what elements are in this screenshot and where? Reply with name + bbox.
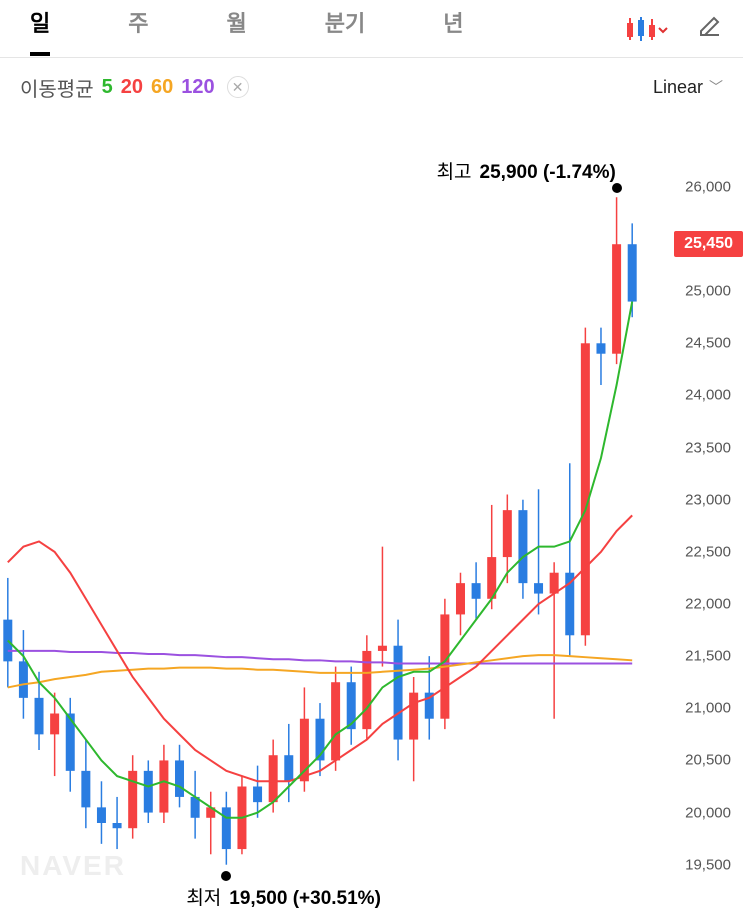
candlestick-chart <box>0 106 743 906</box>
scale-label: Linear <box>653 77 703 98</box>
low-marker-label: 최저19,500 (+30.51%) <box>186 883 381 910</box>
chevron-down-icon: ﹀ <box>709 77 723 97</box>
high-marker-label: 최고25,900 (-1.74%) <box>437 157 616 184</box>
y-tick: 26,000 <box>685 178 731 195</box>
y-tick: 25,000 <box>685 283 731 300</box>
tab-quarter[interactable]: 분기 <box>325 6 365 52</box>
ma-legend-label: 이동평균 <box>20 73 94 102</box>
y-tick: 23,000 <box>685 491 731 508</box>
remove-indicator-icon[interactable]: ✕ <box>227 76 249 98</box>
tab-month[interactable]: 월 <box>227 6 247 52</box>
y-tick: 22,500 <box>685 543 731 560</box>
chart-type-selector[interactable] <box>625 15 669 43</box>
period-tabs: 일 주 월 분기 년 <box>0 0 743 58</box>
scale-selector[interactable]: Linear ﹀ <box>653 77 723 98</box>
watermark: NAVER <box>20 850 126 882</box>
low-marker-dot <box>221 871 231 881</box>
ma20-label: 20 <box>121 76 143 99</box>
tab-week[interactable]: 주 <box>128 6 148 52</box>
y-tick: 22,000 <box>685 596 731 613</box>
legend-row: 이동평균 5 20 60 120 ✕ Linear ﹀ <box>0 58 743 106</box>
ma120-label: 120 <box>181 76 214 99</box>
y-tick: 20,000 <box>685 804 731 821</box>
ma60-label: 60 <box>151 76 173 99</box>
edit-icon[interactable] <box>697 13 723 44</box>
y-axis: 19,500 20,000 20,500 21,000 21,500 22,000 22,5… <box>665 106 743 906</box>
tab-day[interactable]: 일 <box>30 6 50 52</box>
y-tick: 24,500 <box>685 335 731 352</box>
ma5-label: 5 <box>102 76 113 99</box>
tab-year[interactable]: 년 <box>443 6 463 52</box>
current-price-tag: 25,450 <box>674 231 743 257</box>
y-tick: 20,500 <box>685 752 731 769</box>
chart-area[interactable]: 19,500 20,000 20,500 21,000 21,500 22,000 22,5… <box>0 106 743 906</box>
y-tick: 21,000 <box>685 700 731 717</box>
y-tick: 19,500 <box>685 856 731 873</box>
y-tick: 24,000 <box>685 387 731 404</box>
y-tick: 21,500 <box>685 648 731 665</box>
y-tick: 23,500 <box>685 439 731 456</box>
high-marker-dot <box>612 183 622 193</box>
